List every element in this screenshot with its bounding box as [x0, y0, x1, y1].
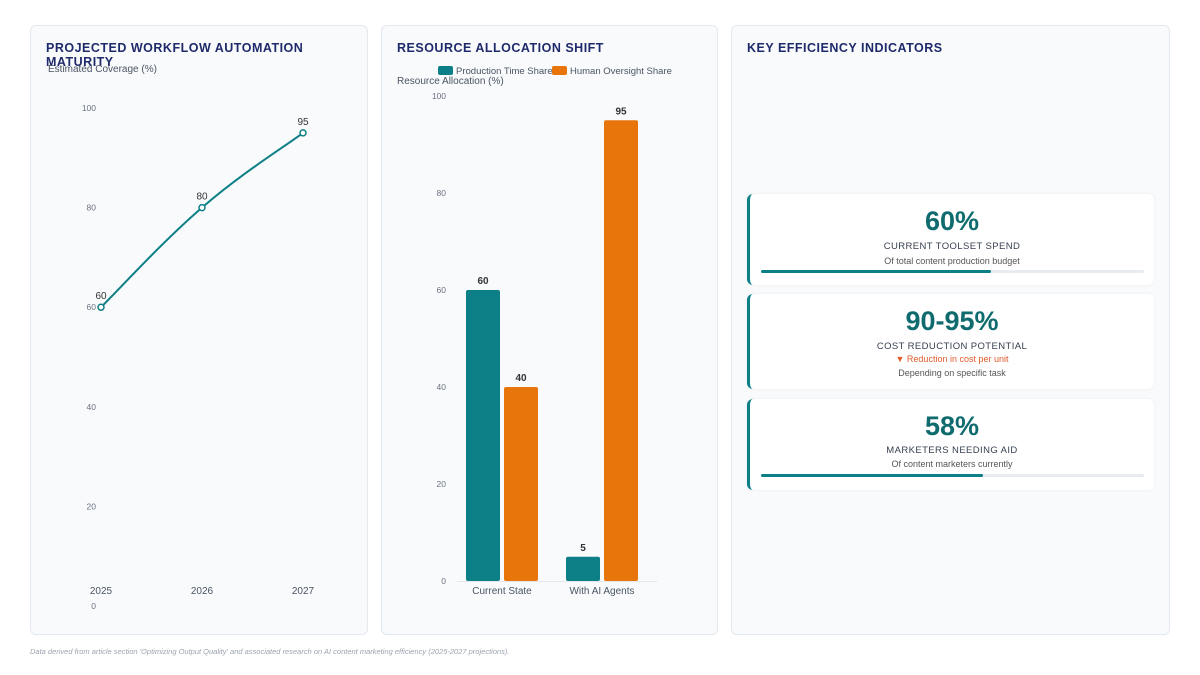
- x-tick-label: 2026: [191, 586, 214, 597]
- line-chart: Estimated Coverage (%) 0 20 40 60 80 100 2025 20…: [48, 64, 315, 611]
- y-tick-label: 20: [437, 479, 447, 489]
- legend-label: Production Time Share: [456, 66, 553, 77]
- y-tick-label: 100: [82, 103, 96, 113]
- kpi-card-toolset-spend: 60% CURRENT TOOLSET SPEND Of total conte…: [747, 194, 1154, 285]
- bar-chart-title: RESOURCE ALLOCATION SHIFT: [397, 41, 604, 55]
- kpi-card-marketers-aid: 58% MARKETERS NEEDING AID Of content mar…: [747, 399, 1154, 490]
- data-point: [198, 203, 206, 212]
- kpi-label: CURRENT TOOLSET SPEND: [883, 241, 1021, 252]
- kpi-sub: Of content marketers currently: [891, 459, 1013, 469]
- y-axis-title: Resource Allocation (%): [397, 76, 504, 87]
- y-tick-label: 40: [87, 402, 97, 412]
- legend-label: Human Oversight Share: [570, 66, 672, 77]
- y-tick-label: 100: [432, 91, 446, 101]
- kpi-value: 60%: [924, 206, 980, 236]
- kpi-label: MARKETERS NEEDING AID: [886, 445, 1018, 456]
- data-label: 60: [477, 276, 489, 287]
- data-label: 40: [515, 373, 527, 384]
- kpi-panel-title: KEY EFFICIENCY INDICATORS: [747, 41, 943, 55]
- legend-swatch: [552, 66, 567, 75]
- bar-chart: Production Time Share Human Oversight Sha…: [397, 66, 672, 597]
- kpi-progress-track: [761, 474, 1144, 477]
- y-tick-label: 80: [87, 203, 97, 213]
- data-label: 80: [196, 192, 208, 203]
- data-label: 5: [580, 543, 586, 554]
- kpi-card-cost-reduction: 90-95% COST REDUCTION POTENTIAL ▼ Reduct…: [747, 294, 1154, 389]
- kpi-sub: Depending on specific task: [898, 368, 1006, 378]
- data-label: 60: [95, 291, 107, 302]
- y-axis-title: Estimated Coverage (%): [48, 64, 157, 75]
- kpi-progress-track: [761, 270, 1144, 273]
- x-tick-label: Current State: [472, 586, 532, 597]
- kpi-progress-fill: [761, 270, 991, 273]
- kpi-value: 58%: [924, 411, 980, 441]
- bar: [566, 556, 600, 581]
- x-tick-label: 2027: [292, 586, 315, 597]
- kpi-note: ▼ Reduction in cost per unit: [895, 354, 1009, 364]
- kpi-value: 90-95%: [905, 306, 999, 336]
- kpi-sub: Of total content production budget: [884, 256, 1020, 266]
- y-tick-label: 40: [437, 382, 447, 392]
- x-tick-label: 2025: [90, 586, 113, 597]
- line-chart-panel: PROJECTED WORKFLOW AUTOMATION MATURITY E…: [30, 25, 368, 635]
- legend-swatch: [438, 66, 453, 75]
- y-tick-label: 60: [87, 302, 97, 312]
- bar: [504, 387, 538, 581]
- data-label: 95: [615, 106, 627, 117]
- y-tick-label: 60: [437, 285, 447, 295]
- bar: [466, 290, 500, 581]
- kpi-panel: KEY EFFICIENCY INDICATORS 60% CURRENT TO…: [731, 25, 1170, 635]
- data-point: [299, 129, 307, 137]
- bar-chart-panel: RESOURCE ALLOCATION SHIFT Production Tim…: [381, 25, 718, 635]
- kpi-progress-fill: [761, 474, 984, 477]
- data-label: 95: [297, 117, 309, 128]
- y-tick-label: 80: [437, 188, 447, 198]
- y-tick-label: 0: [91, 601, 96, 611]
- bar: [604, 120, 638, 581]
- x-tick-label: With AI Agents: [569, 586, 634, 597]
- line-chart-title: PROJECTED WORKFLOW AUTOMATION MATURITY: [46, 41, 304, 69]
- footer-source-note: Data derived from article section 'Optim…: [30, 647, 510, 656]
- y-tick-label: 20: [87, 501, 97, 511]
- series-line: [100, 132, 304, 308]
- kpi-label: COST REDUCTION POTENTIAL: [876, 341, 1028, 352]
- y-tick-label: 0: [441, 576, 446, 586]
- data-point: [97, 303, 105, 311]
